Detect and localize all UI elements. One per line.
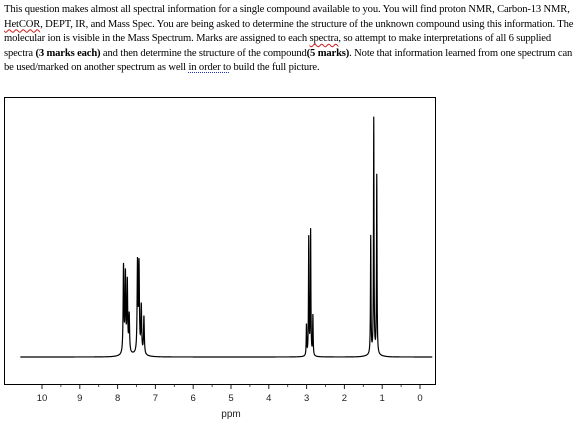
tick-label-4: 4 xyxy=(266,393,271,404)
spectra-word: spectra xyxy=(309,33,339,44)
nmr-spectrum-frame xyxy=(4,97,436,385)
tick-label-8: 8 xyxy=(115,393,120,404)
question-part-3: , so attempt to make interpretations of … xyxy=(4,33,551,59)
tick-label-10: 10 xyxy=(37,393,48,404)
tick-label-1: 1 xyxy=(380,393,385,404)
spectrum-trace xyxy=(20,116,433,358)
marks-structure-bold: (5 marks) xyxy=(306,47,350,59)
question-part-5: . Note that information learned from one… xyxy=(4,47,573,74)
question-part-6: build the full picture. xyxy=(230,62,320,73)
marks-each-bold: (3 marks each) xyxy=(35,47,101,59)
question-text: This question makes almost all spectral … xyxy=(4,3,582,76)
tick-label-5: 5 xyxy=(228,393,233,404)
in-order-to-phrase: in order to xyxy=(188,62,231,73)
tick-label-7: 7 xyxy=(153,393,158,404)
question-part-2: , DEPT, IR, and Mass Spec. You are being… xyxy=(4,18,574,45)
question-part-1: This question makes almost all spectral … xyxy=(4,4,570,15)
question-part-4: and then determine the structure of the … xyxy=(100,47,307,59)
nmr-spectrum-plot xyxy=(20,116,433,358)
tick-label-2: 2 xyxy=(342,393,347,404)
hetcor-word: HetCOR xyxy=(4,18,41,30)
tick-label-3: 3 xyxy=(304,393,309,404)
tick-label-9: 9 xyxy=(77,393,82,404)
tick-label-0: 0 xyxy=(417,393,422,404)
x-axis-title: ppm xyxy=(221,409,240,420)
tick-label-6: 6 xyxy=(191,393,196,404)
